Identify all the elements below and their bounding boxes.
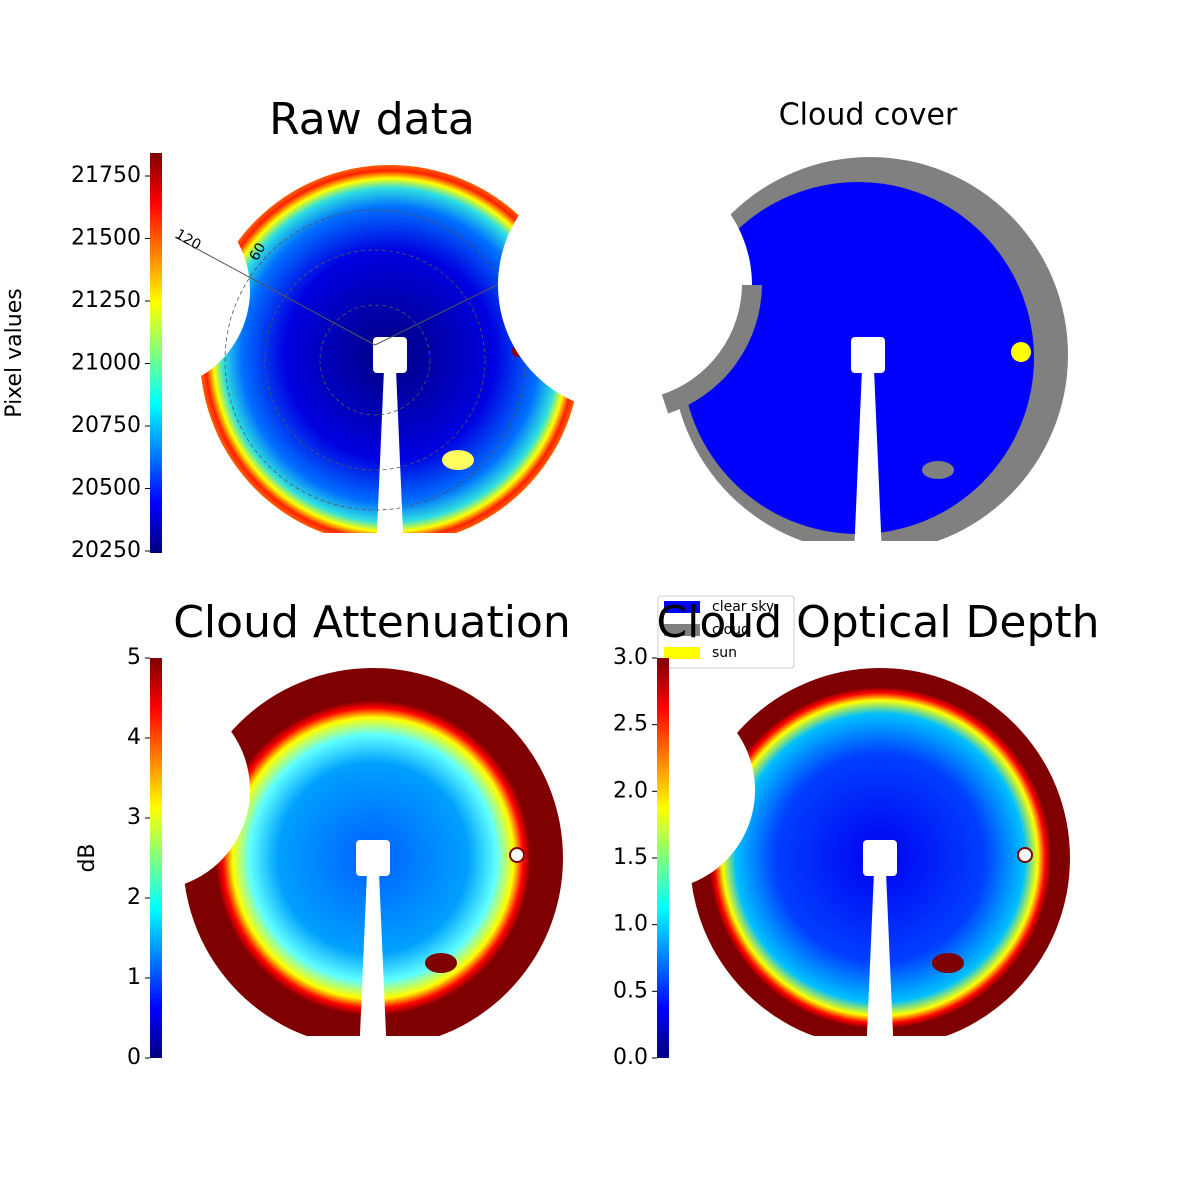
- legend-label: cloud: [712, 622, 750, 638]
- colorbar-tick-label: 21500: [71, 226, 141, 251]
- colorbar-tick-label: 20250: [71, 538, 141, 563]
- sun-region: [1011, 342, 1031, 362]
- colorbar-tick-label: 1: [127, 965, 141, 990]
- cloud-patch: [932, 953, 964, 973]
- colorbar-tick-label: 20750: [71, 413, 141, 438]
- mast: [866, 872, 894, 1058]
- sun-mask: [1017, 847, 1033, 863]
- mast-head: [356, 840, 390, 876]
- panel-title: Raw data: [269, 94, 475, 145]
- colorbar-tick-label: 5: [127, 645, 141, 670]
- colorbar-tick-label: 21750: [71, 163, 141, 188]
- colorbar-tick-label: 3: [127, 805, 141, 830]
- sun-mask: [509, 847, 525, 863]
- colorbar-tick-label: 21000: [71, 351, 141, 376]
- legend-swatch: [664, 601, 700, 613]
- panel-title: Cloud Attenuation: [173, 597, 571, 648]
- polar-spoke: [174, 236, 376, 346]
- colorbar-tick-label: 21250: [71, 288, 141, 313]
- legend-label: sun: [712, 645, 737, 661]
- colorbar-tick-label: 3.0: [613, 645, 648, 670]
- colorbar-label: dB: [75, 843, 100, 872]
- colorbar-tick-label: 0: [127, 1045, 141, 1070]
- cloud-patch: [922, 461, 954, 479]
- legend-label: clear sky: [712, 599, 774, 615]
- sky-mask: [555, 690, 755, 890]
- mast-head: [373, 337, 407, 373]
- colorbar-tick-label: 20500: [71, 476, 141, 501]
- legend-swatch: [664, 624, 700, 636]
- colorbar-tick-label: 0.0: [613, 1045, 648, 1070]
- sky-mask: [498, 158, 752, 412]
- colorbar-tick-label: 1.0: [613, 912, 648, 937]
- cloud-patch: [425, 953, 457, 973]
- panel-title: Cloud cover: [779, 98, 958, 133]
- colorbar-label: Pixel values: [2, 288, 27, 417]
- colorbar-tick-label: 1.5: [613, 845, 648, 870]
- colorbar-tick-label: 2.0: [613, 778, 648, 803]
- mast-head: [851, 337, 885, 373]
- colorbar-tick-label: 2.5: [613, 712, 648, 737]
- colorbar: [150, 658, 162, 1058]
- mast: [359, 872, 387, 1058]
- cloud-edge: [661, 284, 762, 414]
- colorbar: [657, 658, 669, 1058]
- colorbar: [150, 153, 162, 553]
- polar-label: 60: [247, 240, 270, 263]
- cloud-patch: [442, 450, 474, 470]
- mast-head: [863, 840, 897, 876]
- colorbar-tick-label: 2: [127, 885, 141, 910]
- polar-grid: [319, 304, 431, 416]
- polar-grid: [264, 249, 486, 471]
- legend-swatch: [664, 647, 700, 659]
- mast: [854, 369, 882, 555]
- panel-title: Cloud Optical Depth: [656, 597, 1099, 648]
- colorbar-tick-label: 0.5: [613, 978, 648, 1003]
- colorbar-tick-label: 4: [127, 725, 141, 750]
